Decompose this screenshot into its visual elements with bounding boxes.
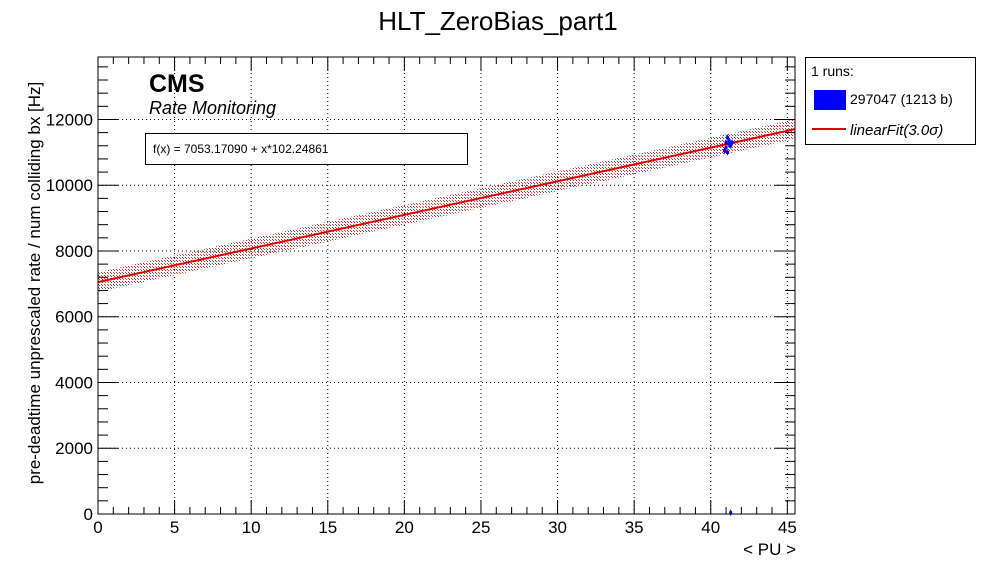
y-axis-label: pre-deadtime unprescaled rate / num coll… [25,82,44,485]
rate-monitoring-label: Rate Monitoring [149,98,276,118]
fit-line [97,128,796,284]
x-tick-label: 20 [395,518,414,537]
y-tick-label: 4000 [55,373,93,392]
x-tick-label: 0 [93,518,102,537]
data-point [726,136,730,140]
x-tick-label: 35 [625,518,644,537]
y-tick-label: 2000 [55,439,93,458]
data-point [727,139,731,143]
y-tick-label: 12000 [46,110,93,129]
y-tick-label: 10000 [46,176,93,195]
data-point [729,144,733,148]
plot-frame [97,56,796,515]
data-point [727,142,731,146]
data-point [724,145,728,149]
cms-label: CMS [149,70,205,98]
data-point [729,511,733,515]
y-tick-label: 8000 [55,242,93,261]
y-tick-label: 0 [84,505,93,524]
legend-header: 1 runs: [811,63,854,79]
data-point [724,140,728,144]
legend: 1 runs: 297047 (1213 b) linearFit(3.0σ) [805,57,976,145]
y-tick-label: 6000 [55,308,93,327]
legend-swatch-run [814,90,846,110]
x-tick-label: 25 [472,518,491,537]
data-point [723,149,727,153]
data-point [726,150,730,154]
legend-entry-fit: linearFit(3.0σ) [812,119,977,139]
axes-layer: 0 5 10 15 20 25 30 35 40 45 0 2000 4000 6000 8000 10000… [46,57,797,537]
legend-swatch-fit [812,128,846,130]
chart-title: HLT_ZeroBias_part1 [378,6,617,36]
x-tick-label: 30 [548,518,567,537]
legend-entry-run: 297047 (1213 b) [812,88,977,110]
data-point [730,140,734,144]
fit-formula: f(x) = 7053.17090 + x*102.24861 [153,142,329,156]
fit-line-layer [97,128,796,284]
x-tick-label: 45 [778,518,797,537]
fit-formula-box: f(x) = 7053.17090 + x*102.24861 [145,133,468,165]
x-tick-label: 40 [701,518,720,537]
x-tick-label: 10 [242,518,261,537]
legend-label-run: 297047 (1213 b) [850,91,953,107]
grid [98,57,795,514]
data-points-layer [723,134,734,516]
x-tick-label: 15 [318,518,337,537]
legend-label-fit: linearFit(3.0σ) [850,122,944,139]
x-tick-label: 5 [170,518,179,537]
x-axis-label: < PU > [743,540,796,559]
